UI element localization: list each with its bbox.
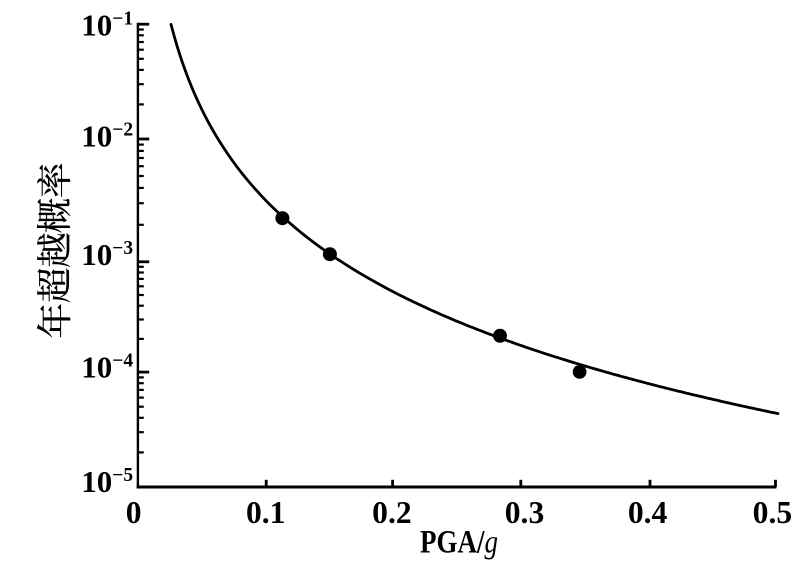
- svg-text:0.1: 0.1: [246, 495, 286, 530]
- svg-text:PGA/g: PGA/g: [420, 523, 498, 560]
- svg-text:0: 0: [126, 495, 142, 530]
- svg-text:10−1: 10−1: [81, 7, 133, 42]
- svg-text:0.4: 0.4: [628, 495, 668, 530]
- svg-text:0.2: 0.2: [372, 495, 412, 530]
- svg-text:10−5: 10−5: [81, 464, 133, 499]
- svg-text:0.3: 0.3: [505, 495, 545, 530]
- svg-text:0.5: 0.5: [753, 495, 793, 530]
